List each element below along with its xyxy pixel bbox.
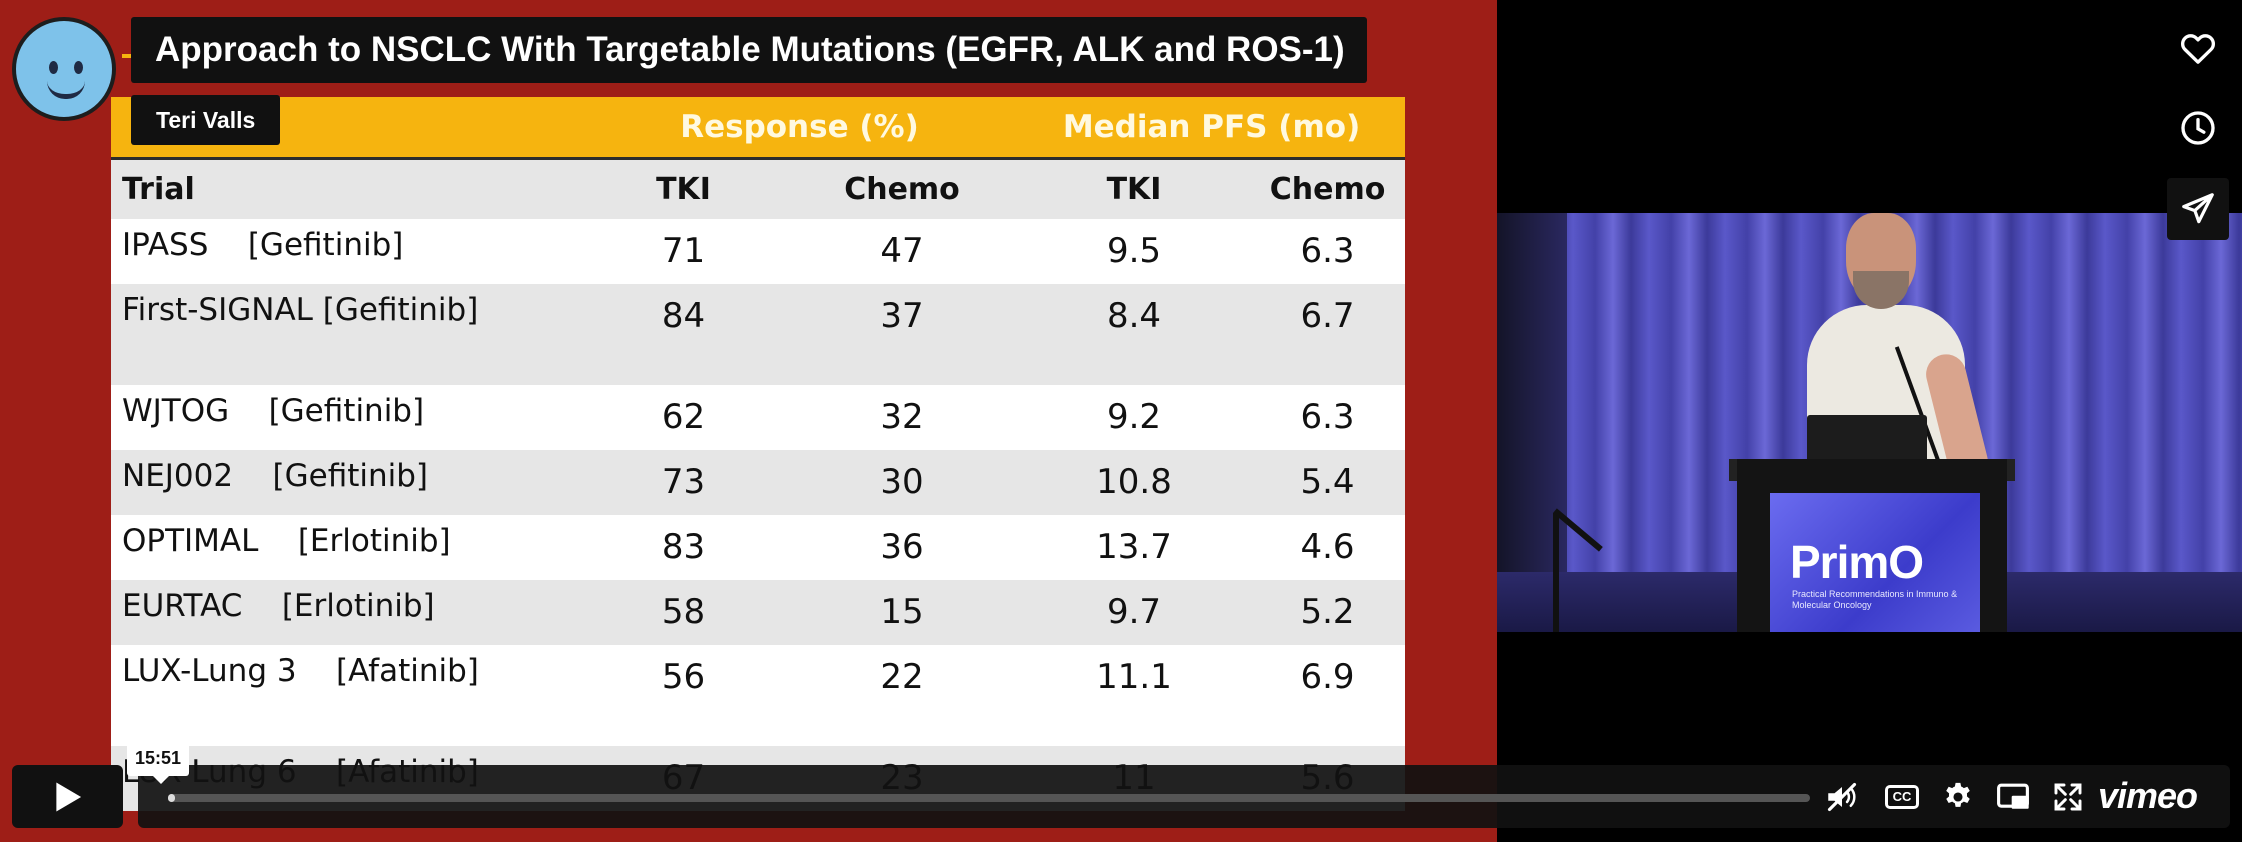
picture-in-picture-icon <box>1997 783 2029 809</box>
presentation-slide: Response (%) Median PFS (mo) Trial TKI C… <box>0 0 1497 842</box>
column-header: TKI <box>581 158 786 219</box>
table-cell: 13.7 <box>1018 515 1251 580</box>
heart-icon <box>2181 34 2215 64</box>
trial-results-table: Response (%) Median PFS (mo) Trial TKI C… <box>111 97 1406 811</box>
hover-time-tooltip: 15:51 <box>127 740 190 776</box>
table-cell: 8.4 <box>1018 284 1251 385</box>
table-row: EURTAC [Erlotinib] 58 15 9.7 5.2 <box>111 580 1406 645</box>
group-header-response: Response (%) <box>581 97 1019 160</box>
avatar-mouth <box>47 81 85 99</box>
table-cell: OPTIMAL [Erlotinib] <box>111 515 581 580</box>
table-column-header: Trial TKI Chemo TKI Chemo <box>111 158 1406 219</box>
column-header: Chemo <box>1250 158 1406 219</box>
table-cell: 32 <box>786 385 1019 450</box>
table-row: NEJ002 [Gefitinib] 73 30 10.8 5.4 <box>111 450 1406 515</box>
table-group-header: Response (%) Median PFS (mo) <box>111 97 1406 160</box>
table-cell: 6.9 <box>1250 645 1406 746</box>
watch-later-button[interactable] <box>2167 97 2229 159</box>
progress-fill <box>168 794 175 802</box>
stage-stand <box>1553 513 1559 632</box>
table-cell: 83 <box>581 515 786 580</box>
table-cell: 11.1 <box>1018 645 1251 746</box>
table-cell: 56 <box>581 645 786 746</box>
table-cell: 5.4 <box>1250 450 1406 515</box>
volume-button[interactable] <box>1822 782 1862 812</box>
column-header: Trial <box>111 158 581 219</box>
author-avatar[interactable] <box>12 17 116 121</box>
podium-tagline: Practical Recommendations in Immuno & Mo… <box>1792 589 1958 610</box>
table-cell: 6.7 <box>1250 284 1406 385</box>
table-cell: 30 <box>786 450 1019 515</box>
table-cell: 62 <box>581 385 786 450</box>
table-cell: 6.3 <box>1250 385 1406 450</box>
fullscreen-button[interactable] <box>2048 782 2088 812</box>
table-row: First-SIGNAL [Gefitinib] 84 37 8.4 6.7 <box>111 284 1406 385</box>
table-cell: 4.6 <box>1250 515 1406 580</box>
trial-table-wrapper: Response (%) Median PFS (mo) Trial TKI C… <box>111 97 1406 811</box>
table-cell: 37 <box>786 284 1019 385</box>
group-header-pfs: Median PFS (mo) <box>1018 97 1406 160</box>
table-cell: NEJ002 [Gefitinib] <box>111 450 581 515</box>
table-cell: WJTOG [Gefitinib] <box>111 385 581 450</box>
table-cell: 9.7 <box>1018 580 1251 645</box>
paper-plane-icon <box>2182 193 2214 224</box>
hover-time-pointer <box>153 776 169 784</box>
column-header: TKI <box>1018 158 1251 219</box>
table-cell: 73 <box>581 450 786 515</box>
table-cell: 58 <box>581 580 786 645</box>
table-cell: LUX-Lung 3 [Afatinib] <box>111 645 581 746</box>
table-cell: IPASS [Gefitinib] <box>111 219 581 284</box>
vimeo-logo[interactable]: vimeo <box>2098 775 2198 816</box>
table-cell: 36 <box>786 515 1019 580</box>
settings-button[interactable] <box>1938 782 1978 812</box>
table-cell: EURTAC [Erlotinib] <box>111 580 581 645</box>
avatar-eye <box>74 61 83 74</box>
table-cell: 10.8 <box>1018 450 1251 515</box>
table-row: OPTIMAL [Erlotinib] 83 36 13.7 4.6 <box>111 515 1406 580</box>
like-button[interactable] <box>2167 17 2229 79</box>
avatar-eye <box>49 61 58 74</box>
podium-sign: PrimO Practical Recommendations in Immun… <box>1770 493 1980 632</box>
captions-button[interactable]: CC <box>1882 782 1922 812</box>
table-cell: 9.5 <box>1018 219 1251 284</box>
share-button[interactable] <box>2167 178 2229 240</box>
table-cell: 84 <box>581 284 786 385</box>
table-cell: 6.3 <box>1250 219 1406 284</box>
table-cell: 22 <box>786 645 1019 746</box>
table-row: WJTOG [Gefitinib] 62 32 9.2 6.3 <box>111 385 1406 450</box>
table-cell: 9.2 <box>1018 385 1251 450</box>
laptop <box>1807 415 1927 467</box>
table-cell: First-SIGNAL [Gefitinib] <box>111 284 581 385</box>
author-name[interactable]: Teri Valls <box>131 95 281 145</box>
volume-muted-icon <box>1827 782 1857 812</box>
speaker-beard <box>1853 271 1909 309</box>
progress-track[interactable] <box>168 794 1810 802</box>
column-header: Chemo <box>786 158 1019 219</box>
podium-logo: PrimO <box>1790 536 1924 588</box>
table-cell: 15 <box>786 580 1019 645</box>
control-bar <box>138 765 2230 828</box>
table-cell: 47 <box>786 219 1019 284</box>
video-title[interactable]: Approach to NSCLC With Targetable Mutati… <box>131 17 1367 83</box>
clock-icon <box>2181 111 2215 145</box>
pip-button[interactable] <box>1993 782 2033 812</box>
table-row: IPASS [Gefitinib] 71 47 9.5 6.3 <box>111 219 1406 284</box>
captions-icon: CC <box>1885 785 1919 809</box>
table-row: LUX-Lung 3 [Afatinib] 56 22 11.1 6.9 <box>111 645 1406 746</box>
speaker-video: PrimO Practical Recommendations in Immun… <box>1497 213 2242 632</box>
table-cell: 5.2 <box>1250 580 1406 645</box>
gear-icon <box>1946 782 1970 807</box>
play-button[interactable] <box>12 765 123 828</box>
fullscreen-icon <box>2054 783 2082 811</box>
table-cell: 71 <box>581 219 786 284</box>
play-icon <box>55 781 81 812</box>
